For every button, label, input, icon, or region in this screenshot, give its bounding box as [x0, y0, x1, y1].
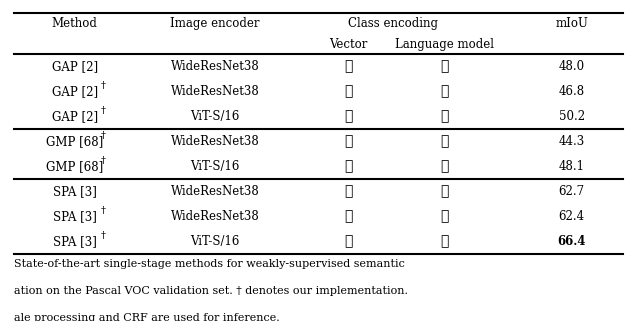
Text: †: † — [101, 131, 106, 140]
Text: 66.4: 66.4 — [557, 235, 586, 248]
Text: ✓: ✓ — [344, 59, 353, 74]
Text: †: † — [101, 81, 106, 90]
Text: Language model: Language model — [395, 38, 493, 51]
Text: ✗: ✗ — [344, 159, 353, 173]
Text: WideResNet38: WideResNet38 — [170, 60, 259, 73]
Text: Vector: Vector — [330, 38, 368, 51]
Text: WideResNet38: WideResNet38 — [170, 85, 259, 98]
Text: 62.4: 62.4 — [559, 210, 585, 223]
Text: 62.7: 62.7 — [559, 185, 585, 198]
Text: ✗: ✗ — [344, 209, 353, 223]
Text: ation on the Pascal VOC validation set. † denotes our implementation.: ation on the Pascal VOC validation set. … — [14, 286, 408, 296]
Text: ViT-S/16: ViT-S/16 — [190, 235, 239, 248]
Text: WideResNet38: WideResNet38 — [170, 210, 259, 223]
Text: †: † — [101, 206, 106, 215]
Text: ✓: ✓ — [440, 109, 449, 123]
Text: WideResNet38: WideResNet38 — [170, 185, 259, 198]
Text: ✓: ✓ — [440, 134, 449, 148]
Text: ✓: ✓ — [440, 159, 449, 173]
Text: ✗: ✗ — [344, 134, 353, 148]
Text: Image encoder: Image encoder — [170, 17, 260, 30]
Text: GMP [68]: GMP [68] — [46, 160, 103, 173]
Text: SPA [3]: SPA [3] — [52, 185, 97, 198]
Text: GAP [2]: GAP [2] — [52, 60, 98, 73]
Text: Class encoding: Class encoding — [348, 17, 438, 30]
Text: ✓: ✓ — [440, 234, 449, 248]
Text: Method: Method — [52, 17, 98, 30]
Text: ✗: ✗ — [440, 184, 449, 198]
Text: ✗: ✗ — [344, 109, 353, 123]
Text: ✗: ✗ — [344, 84, 353, 98]
Text: SPA [3]: SPA [3] — [52, 235, 97, 248]
Text: ✗: ✗ — [344, 234, 353, 248]
Text: WideResNet38: WideResNet38 — [170, 135, 259, 148]
Text: GAP [2]: GAP [2] — [52, 85, 98, 98]
Text: ViT-S/16: ViT-S/16 — [190, 160, 239, 173]
Text: 46.8: 46.8 — [559, 85, 585, 98]
Text: 48.1: 48.1 — [559, 160, 585, 173]
Text: 50.2: 50.2 — [559, 110, 585, 123]
Text: mIoU: mIoU — [556, 17, 588, 30]
Text: †: † — [101, 231, 106, 240]
Text: State-of-the-art single-stage methods for weakly-supervised semantic: State-of-the-art single-stage methods fo… — [14, 259, 405, 269]
Text: GAP [2]: GAP [2] — [52, 110, 98, 123]
Text: †: † — [101, 106, 106, 115]
Text: SPA [3]: SPA [3] — [52, 210, 97, 223]
Text: GMP [68]: GMP [68] — [46, 135, 103, 148]
Text: ✓: ✓ — [440, 209, 449, 223]
Text: ✓: ✓ — [440, 84, 449, 98]
Text: 48.0: 48.0 — [559, 60, 585, 73]
Text: 44.3: 44.3 — [559, 135, 585, 148]
Text: ✓: ✓ — [344, 184, 353, 198]
Text: ale processing and CRF are used for inference.: ale processing and CRF are used for infe… — [14, 313, 280, 321]
Text: †: † — [101, 156, 106, 165]
Text: ✗: ✗ — [440, 59, 449, 74]
Text: ViT-S/16: ViT-S/16 — [190, 110, 239, 123]
